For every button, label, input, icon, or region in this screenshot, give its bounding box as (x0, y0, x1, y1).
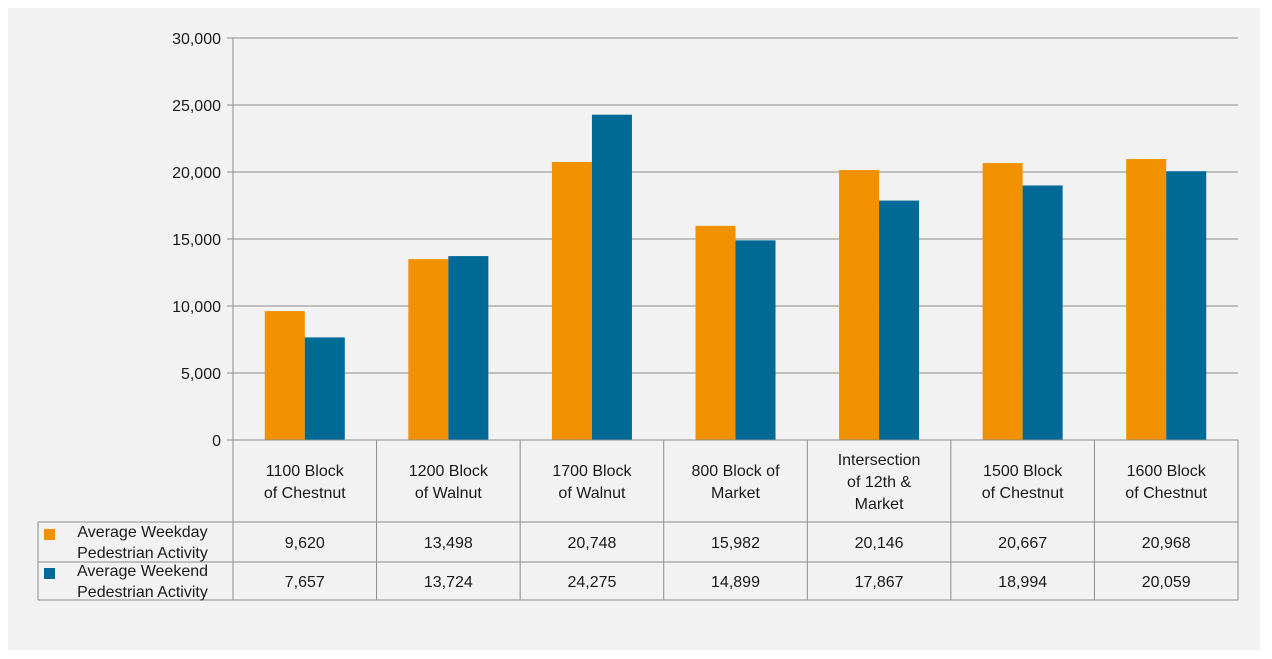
data-value: 13,498 (424, 535, 473, 552)
data-value: 24,275 (567, 574, 616, 591)
y-tick-label: 20,000 (172, 165, 221, 182)
legend-key-weekend (44, 568, 55, 579)
bar-weekday-5 (839, 170, 880, 441)
bar-weekend-4 (735, 240, 776, 440)
category-label: of Chestnut (982, 485, 1064, 502)
series-name: Average Weekend (77, 563, 208, 580)
bar-weekend-6 (1022, 185, 1063, 440)
bar-weekend-3 (591, 114, 632, 440)
category-label: of Chestnut (264, 485, 346, 502)
category-label: 1500 Block (983, 463, 1063, 480)
axes: 0 5,000 10,000 15,000 20,000 25,000 30,000 (172, 31, 234, 600)
bar-chart-with-data-table: 0 5,000 10,000 15,000 20,000 25,000 30,000 110… (37, 31, 1239, 601)
y-tick-label: 15,000 (172, 232, 221, 249)
category-label: Market (711, 485, 760, 502)
category-label: 1200 Block (409, 463, 489, 480)
data-value: 14,899 (711, 574, 760, 591)
series-name: Average Weekday (77, 524, 207, 541)
y-tick-label: 5,000 (181, 366, 221, 383)
data-value: 18,994 (998, 574, 1047, 591)
y-tick-label: 0 (212, 433, 221, 450)
category-label: of Chestnut (1125, 485, 1207, 502)
data-value: 17,867 (855, 574, 904, 591)
bar-weekend-5 (879, 200, 920, 440)
data-value: 20,968 (1142, 535, 1191, 552)
series-name: Pedestrian Activity (77, 545, 208, 562)
data-value: 9,620 (285, 535, 325, 552)
y-tick-label: 30,000 (172, 31, 221, 48)
category-label: 1100 Block (266, 463, 345, 480)
bars (264, 114, 1207, 441)
category-label: 1600 Block (1127, 463, 1207, 480)
data-value: 15,982 (711, 535, 760, 552)
bar-weekday-2 (408, 259, 449, 440)
data-value: 20,146 (855, 535, 904, 552)
bar-weekday-6 (982, 163, 1023, 440)
data-value: 20,667 (998, 535, 1047, 552)
y-tick-label: 25,000 (172, 98, 221, 115)
data-value: 20,059 (1142, 574, 1191, 591)
category-label: of Walnut (415, 485, 483, 502)
category-label: of Walnut (558, 485, 626, 502)
data-value: 13,724 (424, 574, 473, 591)
data-value: 7,657 (285, 574, 325, 591)
bar-weekend-2 (448, 256, 489, 440)
legend-key-weekday (44, 529, 55, 540)
data-value: 20,748 (567, 535, 616, 552)
bar-weekday-4 (695, 225, 736, 440)
y-tick-label: 10,000 (172, 299, 221, 316)
chart-frame: 0 5,000 10,000 15,000 20,000 25,000 30,000 110… (8, 8, 1260, 650)
bar-weekend-7 (1166, 171, 1207, 440)
category-label: 1700 Block (552, 463, 632, 480)
bar-weekday-1 (264, 311, 305, 440)
series-name: Pedestrian Activity (77, 584, 208, 601)
category-label: of 12th & (847, 474, 911, 491)
category-label: Intersection (838, 452, 921, 469)
category-label: 800 Block of (691, 463, 780, 480)
bar-weekday-7 (1126, 159, 1167, 440)
bar-weekday-3 (551, 161, 592, 440)
category-label: Market (855, 496, 904, 513)
data-table: 1100 Block of Chestnut 1200 Block of Walnut… (37, 439, 1239, 601)
bar-weekend-1 (304, 337, 345, 440)
